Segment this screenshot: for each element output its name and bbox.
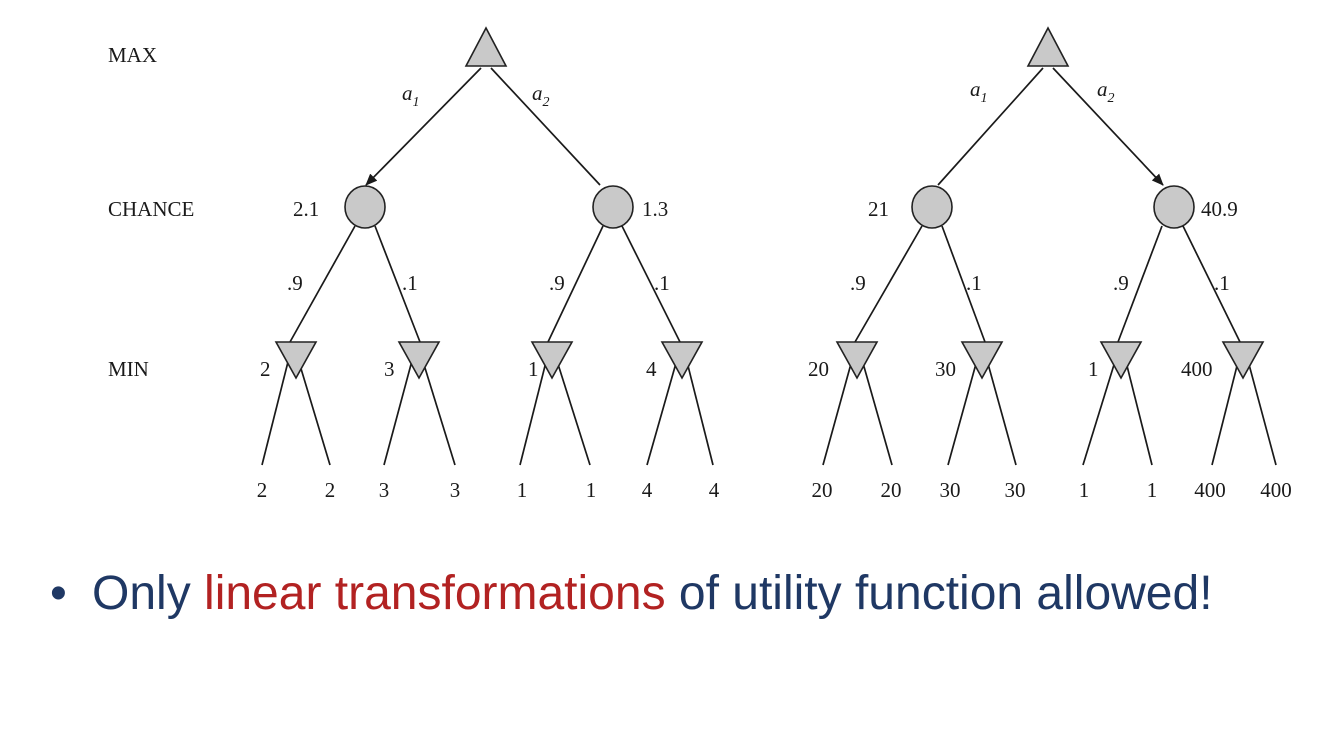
chance-edge xyxy=(1117,225,1163,343)
chance-row-label: CHANCE xyxy=(108,197,194,221)
leaf-value: 2 xyxy=(325,478,336,502)
min-value: 2 xyxy=(260,357,271,381)
bullet-text-after: of utility function allowed! xyxy=(665,567,1213,620)
bullet-text: Only linear transformations of utility f… xyxy=(92,565,1300,623)
leaf-value: 4 xyxy=(709,478,720,502)
probability-label: .9 xyxy=(850,271,866,295)
leaf-value: 4 xyxy=(642,478,653,502)
chance-value: 2.1 xyxy=(293,197,319,221)
min-node xyxy=(835,341,879,380)
min-value: 30 xyxy=(935,357,956,381)
bullet-icon: • xyxy=(50,567,67,620)
chance-node xyxy=(1153,185,1195,229)
max-edge-a1 xyxy=(365,67,482,186)
chance-edge xyxy=(547,225,604,343)
max-edge-a2 xyxy=(490,67,601,186)
action-label: a1 xyxy=(970,77,988,106)
action-label: a2 xyxy=(1097,77,1115,106)
tree-left: a1 a2 2.1 1.3 .9 .1 .9 .1 2 3 1 4 2 2 3 … xyxy=(257,26,720,502)
leaf-value: 400 xyxy=(1194,478,1226,502)
bullet-point: • Only linear transformations of utility… xyxy=(50,565,1300,623)
max-row-label: MAX xyxy=(108,43,157,67)
tree-right: a1 a2 21 40.9 .9 .1 .9 .1 20 30 1 400 20… xyxy=(808,26,1292,502)
min-value: 3 xyxy=(384,357,395,381)
max-edge-a2 xyxy=(1052,67,1164,186)
leaf-value: 3 xyxy=(450,478,461,502)
action-label: a1 xyxy=(402,81,420,110)
probability-label: .1 xyxy=(654,271,670,295)
leaf-value: 30 xyxy=(940,478,961,502)
min-value: 4 xyxy=(646,357,657,381)
chance-value: 40.9 xyxy=(1201,197,1238,221)
probability-label: .1 xyxy=(402,271,418,295)
min-node xyxy=(1099,341,1143,380)
leaf-value: 20 xyxy=(881,478,902,502)
min-node xyxy=(397,341,441,380)
min-node xyxy=(660,341,704,380)
chance-edge xyxy=(941,225,986,343)
chance-edge xyxy=(621,225,681,343)
chance-value: 21 xyxy=(868,197,889,221)
chance-edge xyxy=(854,225,923,343)
min-node xyxy=(1221,341,1265,380)
action-label: a2 xyxy=(532,81,550,110)
min-value: 1 xyxy=(528,357,539,381)
bullet-highlight: linear transformations xyxy=(204,567,666,620)
max-node xyxy=(464,26,508,67)
expectiminimax-diagram: MAX CHANCE MIN a1 a2 2.1 1.3 .9 xyxy=(108,26,1292,502)
leaf-value: 1 xyxy=(1147,478,1158,502)
min-value: 20 xyxy=(808,357,829,381)
leaf-value: 400 xyxy=(1260,478,1292,502)
bullet-text-before: Only xyxy=(92,567,205,620)
chance-value: 1.3 xyxy=(642,197,668,221)
leaf-value: 30 xyxy=(1005,478,1026,502)
probability-label: .9 xyxy=(549,271,565,295)
leaf-value: 1 xyxy=(1079,478,1090,502)
chance-edge xyxy=(289,225,356,343)
probability-label: .9 xyxy=(1113,271,1129,295)
max-node xyxy=(1026,26,1070,67)
chance-edge xyxy=(374,225,421,343)
leaf-value: 3 xyxy=(379,478,390,502)
min-value: 400 xyxy=(1181,357,1213,381)
max-edge-a1 xyxy=(937,67,1044,186)
probability-label: .9 xyxy=(287,271,303,295)
probability-label: .1 xyxy=(966,271,982,295)
min-value: 1 xyxy=(1088,357,1099,381)
chance-node xyxy=(344,185,386,229)
min-node xyxy=(274,341,318,380)
min-node xyxy=(530,341,574,380)
leaf-value: 1 xyxy=(586,478,597,502)
chance-node xyxy=(911,185,953,229)
chance-edge xyxy=(1182,225,1241,343)
chance-node xyxy=(592,185,634,229)
min-row-label: MIN xyxy=(108,357,149,381)
min-node xyxy=(960,341,1004,380)
leaf-value: 2 xyxy=(257,478,268,502)
leaf-value: 1 xyxy=(517,478,528,502)
probability-label: .1 xyxy=(1214,271,1230,295)
leaf-value: 20 xyxy=(812,478,833,502)
